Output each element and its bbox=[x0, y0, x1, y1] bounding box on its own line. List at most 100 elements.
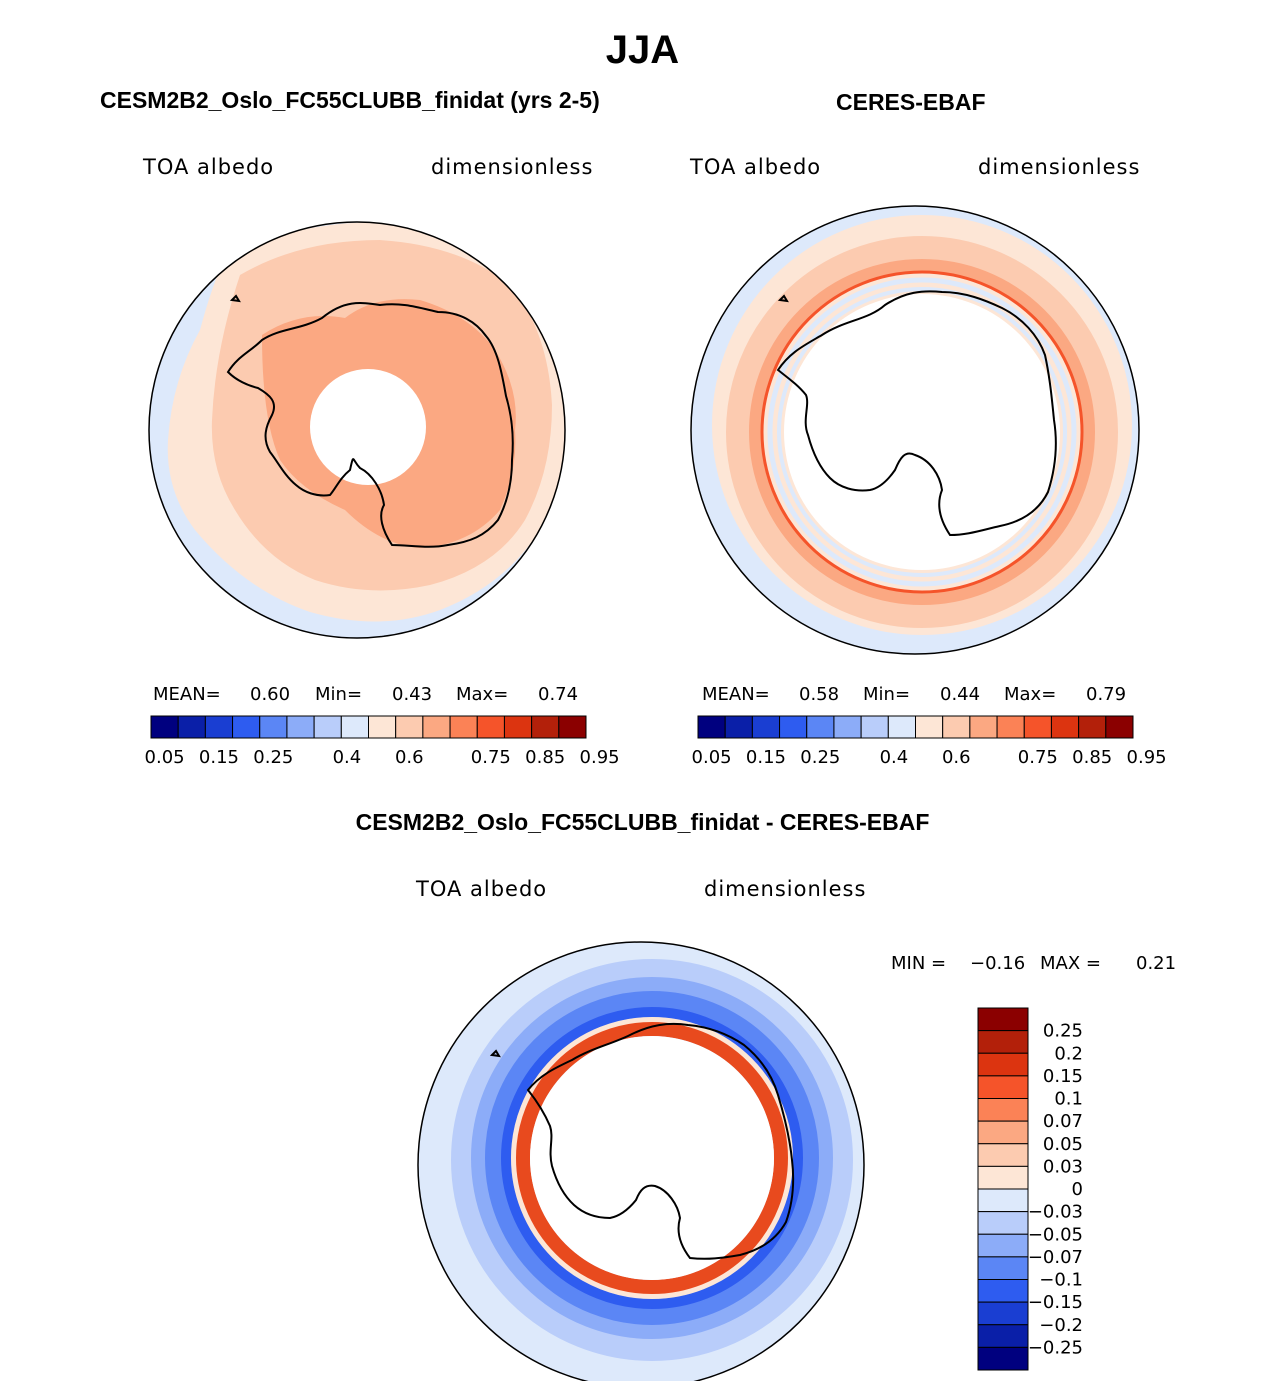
panel2-map-border bbox=[690, 205, 1140, 655]
panel3-max-label: MAX = bbox=[1040, 953, 1101, 974]
panel2-band-0.7-0.75 bbox=[760, 270, 1084, 594]
panel1-colorbar-swatch bbox=[340, 715, 369, 739]
panel3-colorbar-tick-label: −0.07 bbox=[1028, 1247, 1083, 1268]
panel3-colorbar-swatch bbox=[977, 1007, 1029, 1032]
panel1-colorbar-swatch bbox=[368, 715, 397, 739]
panel1-colorbar-swatch bbox=[476, 715, 505, 739]
panel3-missing-data-antarctica bbox=[530, 1036, 774, 1280]
panel3-island-outline bbox=[489, 1049, 501, 1058]
panel2-colorbar-swatch bbox=[806, 715, 835, 739]
panel1-colorbar-tick-label: 0.95 bbox=[580, 747, 620, 768]
panel3-min-label: MIN = bbox=[891, 953, 947, 974]
panel3-colorbar-swatch bbox=[977, 1143, 1029, 1167]
panel2-min-value: 0.44 bbox=[940, 684, 981, 705]
panel1-colorbar-tick-label: 0.75 bbox=[471, 747, 511, 768]
panel1-colorbar-swatch bbox=[232, 715, 261, 739]
panel3-colorbar-swatch bbox=[977, 1279, 1029, 1303]
panel3-colorbar-swatch bbox=[977, 1120, 1029, 1145]
panel1-variable-label: TOA albedo bbox=[143, 155, 275, 179]
panel2-variable-label: TOA albedo bbox=[690, 155, 822, 179]
panel2-colorbar-swatch bbox=[1050, 715, 1080, 739]
panel2-colorbar-tick-label: 0.75 bbox=[1018, 747, 1058, 768]
panel1-max-value: 0.74 bbox=[538, 684, 579, 705]
panel1-colorbar-swatch bbox=[503, 715, 533, 739]
panel3-colorbar-tick-label: 0.2 bbox=[1054, 1043, 1083, 1064]
panel2-colorbar-swatch bbox=[915, 715, 944, 739]
panel2-map bbox=[690, 205, 1140, 655]
panel3-title: CESM2B2_Oslo_FC55CLUBB_finidat - CERES-E… bbox=[355, 809, 930, 835]
panel2-colorbar-tick-label: 0.85 bbox=[1072, 747, 1112, 768]
panel2-colorbar-swatch bbox=[1105, 715, 1134, 739]
panel3-colorbar-swatch bbox=[977, 1165, 1029, 1190]
panel3-colorbar-swatch bbox=[977, 1346, 1029, 1371]
panel2-missing-data-antarctica bbox=[784, 294, 1060, 570]
panel3-antarctica-coastline bbox=[526, 1022, 795, 1260]
panel2-colorbar-tick-label: 0.25 bbox=[800, 747, 840, 768]
panel3-colorbar-tick-label: 0.15 bbox=[1043, 1066, 1083, 1087]
panel1-title: CESM2B2_Oslo_FC55CLUBB_finidat (yrs 2-5) bbox=[100, 87, 600, 113]
panel1-colorbar-tick-label: 0.25 bbox=[253, 747, 293, 768]
panel3-band-0.03 bbox=[511, 1017, 793, 1299]
panel1-mean-value: 0.60 bbox=[250, 684, 291, 705]
panel2-colorbar-swatch bbox=[942, 715, 971, 739]
panel2-colorbar-tick-label: 0.4 bbox=[880, 747, 909, 768]
panel1-units-label: dimensionless bbox=[431, 155, 594, 179]
panel3-colorbar-tick-label: −0.03 bbox=[1028, 1202, 1083, 1223]
panel3-colorbar-tick-label: 0.07 bbox=[1043, 1111, 1083, 1132]
panel3-colorbar-tick-label: −0.25 bbox=[1028, 1337, 1083, 1358]
panel1-colorbar-swatch bbox=[422, 715, 451, 739]
panel1-colorbar-swatch bbox=[531, 715, 560, 739]
panel1-map bbox=[148, 221, 566, 639]
panel2-colorbar-tick-label: 0.15 bbox=[746, 747, 786, 768]
panel2-colorbar-swatch bbox=[1023, 715, 1052, 739]
panel2-title: CERES-EBAF bbox=[836, 89, 986, 115]
panel2-island-outline bbox=[777, 294, 789, 303]
panel1-colorbar-swatch bbox=[150, 715, 179, 739]
panel3-colorbar-swatch bbox=[977, 1256, 1029, 1280]
panel1-colorbar-tick-label: 0.15 bbox=[199, 747, 239, 768]
panel1-island-outline bbox=[229, 294, 241, 303]
panel2-min-label: Min= bbox=[863, 684, 911, 705]
panel2-colorbar-swatch bbox=[887, 715, 916, 739]
panel3-colorbar-swatch bbox=[977, 1211, 1029, 1235]
panel2-colorbar-swatch bbox=[860, 715, 889, 739]
panel2-units-label: dimensionless bbox=[978, 155, 1141, 179]
panel2-colorbar-tick-label: 0.6 bbox=[942, 747, 971, 768]
panel1-colorbar-swatch bbox=[449, 715, 478, 739]
panel1-max-label: Max= bbox=[456, 684, 509, 705]
panel2-ice-edge-band bbox=[767, 277, 1077, 587]
panel2-max-label: Max= bbox=[1004, 684, 1057, 705]
panel3-units-label: dimensionless bbox=[704, 877, 867, 901]
panel1-colorbar-swatch bbox=[204, 715, 234, 739]
panel2-colorbar-swatch bbox=[751, 715, 781, 739]
panel3-band-positive-0.15 bbox=[516, 1022, 788, 1294]
panel1-min-label: Min= bbox=[315, 684, 363, 705]
panel1-colorbar-swatch bbox=[395, 715, 424, 739]
panel1-colorbar-swatch bbox=[313, 715, 342, 739]
panel2-colorbar-swatch bbox=[833, 715, 862, 739]
panel2-colorbar-swatch bbox=[1078, 715, 1107, 739]
figure-title: JJA bbox=[605, 28, 680, 72]
panel3-colorbar-tick-label: −0.05 bbox=[1028, 1224, 1083, 1245]
panel3-colorbar-tick-label: −0.2 bbox=[1039, 1315, 1083, 1336]
panel3-map-border bbox=[417, 941, 865, 1381]
panel3-colorbar-tick-label: −0.1 bbox=[1039, 1270, 1083, 1291]
panel3-colorbar-tick-label: 0 bbox=[1072, 1179, 1083, 1200]
panel1-map-border bbox=[148, 221, 566, 639]
panel1-colorbar-swatch bbox=[286, 715, 315, 739]
panel1-colorbar-tick-label: 0.85 bbox=[525, 747, 565, 768]
panel1-min-value: 0.43 bbox=[392, 684, 433, 705]
panel3-colorbar-swatch bbox=[977, 1052, 1029, 1077]
panel1-colorbar-tick-label: 0.4 bbox=[333, 747, 362, 768]
panel2-ice-edge-band-inner bbox=[777, 287, 1067, 577]
panel3-colorbar-swatch bbox=[977, 1098, 1029, 1122]
panel3-map bbox=[417, 941, 865, 1381]
panel3-colorbar-swatch bbox=[977, 1324, 1029, 1348]
colorbars: 0.05 0.15 0.25 0.4 0.6 0.75 0.85 0.95 0.05 0.15 0.… bbox=[145, 715, 1167, 1371]
panel3-colorbar-swatch bbox=[977, 1188, 1029, 1213]
panel2-mean-label: MEAN= bbox=[702, 684, 770, 705]
panel2-colorbar-tick-label: 0.95 bbox=[1127, 747, 1167, 768]
panel1-colorbar-swatch bbox=[558, 715, 587, 739]
panel3-max-value: 0.21 bbox=[1136, 953, 1177, 974]
